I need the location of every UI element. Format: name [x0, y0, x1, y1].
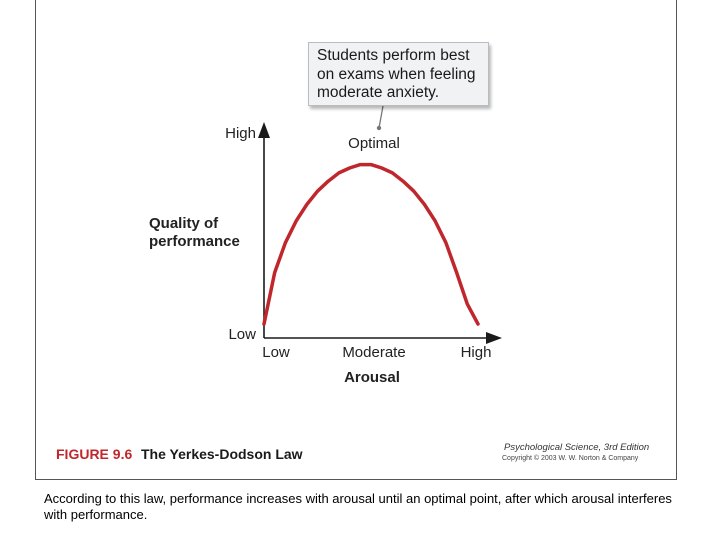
caption: According to this law, performance incre…: [44, 491, 672, 522]
callout-line-2: on exams when feeling: [317, 65, 476, 83]
callout-line-3: moderate anxiety.: [317, 84, 440, 101]
x-tick-high: High: [461, 344, 492, 361]
y-tick-low: Low: [228, 326, 256, 343]
x-axis-label: Arousal: [344, 369, 400, 386]
y-axis-label-line-2: performance: [149, 233, 240, 250]
x-axis-arrow: [486, 332, 502, 344]
credit-book: Psychological Science, 3rd Edition: [504, 442, 650, 453]
callout-line-1: Students perform best: [317, 47, 470, 64]
x-tick-moderate: Moderate: [342, 344, 405, 361]
figure-title: The Yerkes-Dodson Law: [141, 446, 303, 462]
y-axis-arrow: [258, 122, 270, 138]
callout-pointer-dot: [376, 125, 382, 131]
optimal-label: Optimal: [348, 135, 400, 152]
x-tick-low: Low: [262, 344, 290, 361]
y-tick-high: High: [225, 125, 256, 142]
callout-box: Students perform best on exams when feel…: [308, 42, 489, 106]
callout-pointer: [378, 105, 384, 129]
performance-curve: [262, 162, 480, 326]
y-axis-label-line-1: Quality of: [149, 215, 219, 232]
figure-number: FIGURE 9.6: [56, 446, 133, 462]
credit-copyright: Copyright © 2003 W. W. Norton & Company: [502, 455, 639, 462]
